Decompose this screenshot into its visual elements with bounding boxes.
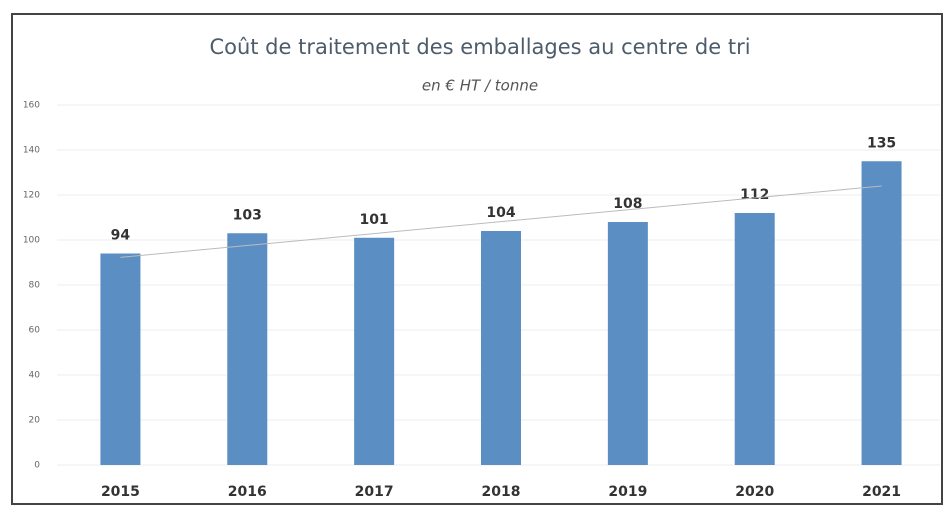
bar [607,222,648,465]
bar [354,237,395,465]
y-tick-label: 60 [29,326,41,336]
x-tick-label: 2020 [735,484,774,500]
data-label: 108 [613,196,642,212]
chart-subtitle: en € HT / tonne [422,77,538,95]
chart-title: Coût de traitement des emballages au cen… [209,35,750,59]
x-tick-label: 2018 [482,484,521,500]
bar [734,213,775,465]
y-tick-label: 120 [23,191,40,201]
y-tick-label: 100 [23,236,40,246]
y-tick-label: 80 [29,281,41,291]
bar [861,161,902,465]
data-label: 101 [360,212,389,228]
data-label: 135 [867,135,896,151]
x-tick-label: 2017 [355,484,394,500]
x-tick-label: 2021 [862,484,901,500]
y-tick-label: 40 [29,371,41,381]
x-tick-label: 2019 [608,484,647,500]
data-label: 104 [486,205,515,221]
trend-line [120,185,882,258]
data-label: 103 [233,207,262,223]
y-tick-label: 0 [34,461,40,471]
bar [227,233,268,465]
data-label: 112 [740,187,769,203]
x-tick-label: 2016 [228,484,267,500]
bar [100,253,141,465]
y-tick-label: 20 [29,416,41,426]
bar [481,231,521,465]
x-tick-label: 2015 [101,484,140,500]
chart-border [11,13,943,505]
data-label: 94 [111,228,131,244]
y-tick-label: 140 [23,146,40,156]
y-tick-label: 160 [23,101,40,111]
